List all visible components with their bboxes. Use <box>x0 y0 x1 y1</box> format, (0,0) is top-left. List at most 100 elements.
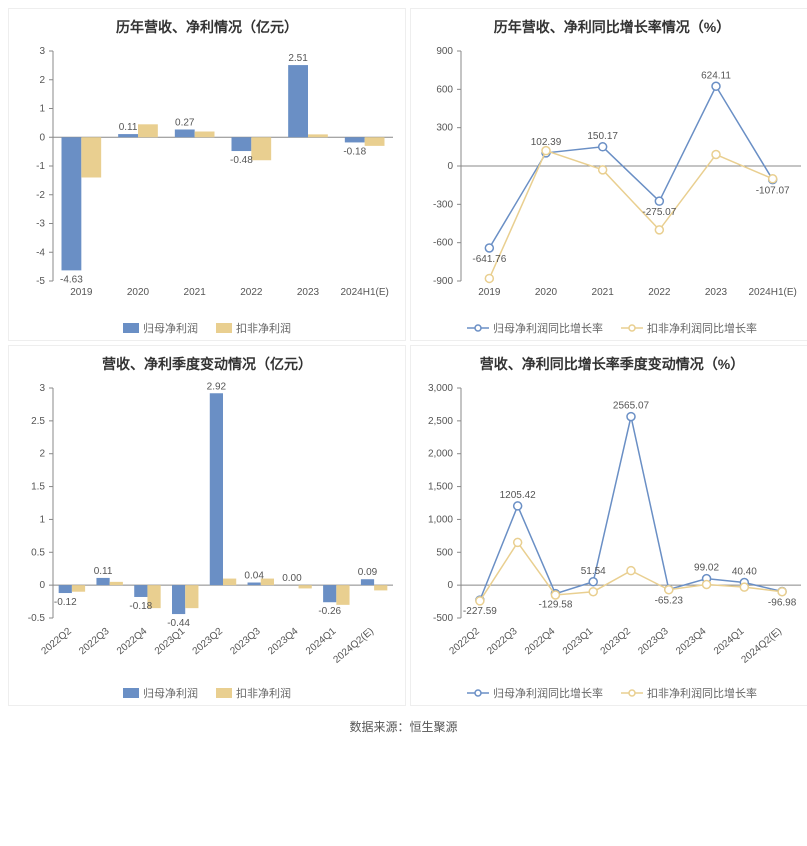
svg-text:2024Q2(E): 2024Q2(E) <box>739 626 784 666</box>
legend-swatch <box>216 323 232 333</box>
legend-label: 归母净利润 <box>143 320 198 336</box>
svg-text:-4.63: -4.63 <box>60 274 83 285</box>
svg-text:2022Q2: 2022Q2 <box>447 626 482 658</box>
legend-swatch <box>467 688 489 698</box>
svg-text:2021: 2021 <box>184 287 207 298</box>
svg-text:150.17: 150.17 <box>587 131 618 142</box>
svg-text:600: 600 <box>436 84 453 95</box>
svg-text:1205.42: 1205.42 <box>500 490 537 501</box>
svg-text:2022: 2022 <box>648 287 671 298</box>
svg-text:2: 2 <box>39 75 45 86</box>
svg-text:2024Q1: 2024Q1 <box>712 626 747 658</box>
svg-text:0.09: 0.09 <box>358 567 378 578</box>
panel-annual-line: 历年营收、净利同比增长率情况（%） -900-600-3000300600900… <box>410 8 807 341</box>
panel-annual-bar: 历年营收、净利情况（亿元） -5-4-3-2-10123 -4.630.110.… <box>8 8 406 341</box>
legend-item: 归母净利润 <box>123 320 198 336</box>
svg-text:2019: 2019 <box>478 287 501 298</box>
svg-text:2019: 2019 <box>70 287 93 298</box>
svg-text:1,000: 1,000 <box>428 514 453 525</box>
legend-label: 归母净利润 <box>143 685 198 701</box>
svg-text:-0.12: -0.12 <box>54 597 77 608</box>
data-source-footer: 数据来源：恒生聚源 <box>8 718 799 735</box>
svg-text:-3: -3 <box>36 219 45 230</box>
bar-chart: -5-4-3-2-10123 -4.630.110.27-0.482.51-0.… <box>15 43 399 314</box>
legend-item: 归母净利润同比增长率 <box>467 685 603 701</box>
svg-text:2020: 2020 <box>535 287 558 298</box>
svg-text:500: 500 <box>436 547 453 558</box>
svg-text:0.27: 0.27 <box>175 117 195 128</box>
svg-text:1,500: 1,500 <box>428 482 453 493</box>
legend-label: 归母净利润同比增长率 <box>493 320 603 336</box>
svg-text:-0.18: -0.18 <box>129 601 152 612</box>
svg-text:3,000: 3,000 <box>428 383 453 394</box>
svg-text:2023Q4: 2023Q4 <box>266 626 301 658</box>
svg-text:2022: 2022 <box>240 287 263 298</box>
svg-text:2020: 2020 <box>127 287 150 298</box>
svg-text:2023: 2023 <box>705 287 728 298</box>
legend: 归母净利润 扣非净利润 <box>15 685 399 701</box>
svg-text:2024Q2(E): 2024Q2(E) <box>331 626 376 666</box>
svg-text:2023Q2: 2023Q2 <box>599 626 634 658</box>
legend-label: 扣非净利润 <box>236 320 291 336</box>
svg-text:1: 1 <box>39 514 45 525</box>
svg-text:0.00: 0.00 <box>282 573 302 584</box>
svg-text:624.11: 624.11 <box>701 70 731 81</box>
svg-text:-0.48: -0.48 <box>230 155 253 166</box>
bar-chart: -0.500.511.522.53 -0.120.11-0.18-0.442.9… <box>15 380 399 679</box>
svg-text:2022Q4: 2022Q4 <box>523 626 558 658</box>
svg-text:2,000: 2,000 <box>428 449 453 460</box>
legend-swatch <box>216 688 232 698</box>
svg-text:2022Q3: 2022Q3 <box>77 626 112 658</box>
svg-text:3: 3 <box>39 383 45 394</box>
legend-label: 扣非净利润同比增长率 <box>647 685 757 701</box>
legend-label: 扣非净利润同比增长率 <box>647 320 757 336</box>
svg-text:2023: 2023 <box>297 287 320 298</box>
svg-text:2022Q4: 2022Q4 <box>115 626 150 658</box>
legend-item: 扣非净利润同比增长率 <box>621 685 757 701</box>
line-chart: -900-600-3000300600900 -641.76102.39150.… <box>417 43 807 314</box>
legend: 归母净利润 扣非净利润 <box>15 320 399 336</box>
chart-title: 营收、净利季度变动情况（亿元） <box>15 354 399 374</box>
svg-text:-1: -1 <box>36 161 45 172</box>
legend-swatch <box>621 688 643 698</box>
svg-text:2565.07: 2565.07 <box>613 401 650 412</box>
svg-text:-641.76: -641.76 <box>472 254 506 265</box>
svg-text:0: 0 <box>39 580 45 591</box>
panel-quarterly-line: 营收、净利同比增长率季度变动情况（%） -50005001,0001,5002,… <box>410 345 807 706</box>
legend-item: 扣非净利润 <box>216 320 291 336</box>
svg-text:2023Q4: 2023Q4 <box>674 626 709 658</box>
svg-text:-65.23: -65.23 <box>655 595 684 606</box>
chart-title: 营收、净利同比增长率季度变动情况（%） <box>417 354 807 374</box>
svg-text:-300: -300 <box>433 199 453 210</box>
legend-label: 扣非净利润 <box>236 685 291 701</box>
svg-text:2023Q1: 2023Q1 <box>153 626 188 658</box>
svg-text:2024H1(E): 2024H1(E) <box>748 287 796 298</box>
svg-text:-600: -600 <box>433 238 453 249</box>
svg-text:51.54: 51.54 <box>581 566 606 577</box>
svg-text:2.92: 2.92 <box>207 381 227 392</box>
legend-swatch <box>467 323 489 333</box>
svg-text:-107.07: -107.07 <box>756 186 790 197</box>
legend-label: 归母净利润同比增长率 <box>493 685 603 701</box>
svg-text:102.39: 102.39 <box>531 137 562 148</box>
legend: 归母净利润同比增长率 扣非净利润同比增长率 <box>417 685 807 701</box>
svg-text:2024Q1: 2024Q1 <box>304 626 339 658</box>
chart-grid: 历年营收、净利情况（亿元） -5-4-3-2-10123 -4.630.110.… <box>8 8 799 706</box>
chart-grid-container: 历年营收、净利情况（亿元） -5-4-3-2-10123 -4.630.110.… <box>0 0 807 743</box>
legend-swatch <box>621 323 643 333</box>
legend-swatch <box>123 323 139 333</box>
svg-text:2023Q1: 2023Q1 <box>561 626 596 658</box>
svg-text:0.11: 0.11 <box>94 566 113 577</box>
legend-item: 扣非净利润同比增长率 <box>621 320 757 336</box>
svg-text:-227.59: -227.59 <box>463 606 497 617</box>
svg-text:-4: -4 <box>36 247 45 258</box>
svg-text:-129.58: -129.58 <box>538 600 572 611</box>
svg-text:-5: -5 <box>36 276 45 287</box>
svg-text:0: 0 <box>39 132 45 143</box>
svg-text:2023Q3: 2023Q3 <box>228 626 263 658</box>
svg-text:2024H1(E): 2024H1(E) <box>340 287 388 298</box>
svg-text:2022Q3: 2022Q3 <box>485 626 520 658</box>
svg-text:-500: -500 <box>433 613 453 624</box>
svg-text:0.04: 0.04 <box>244 571 264 582</box>
svg-text:-2: -2 <box>36 190 45 201</box>
